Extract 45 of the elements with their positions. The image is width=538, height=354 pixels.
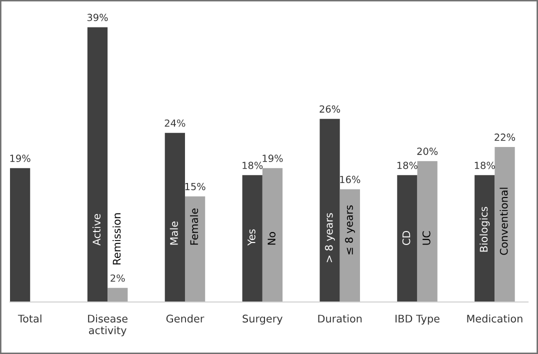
- annotation: CD: [402, 230, 410, 246]
- data-label: 26%: [320, 105, 340, 113]
- annotation: > 8 years: [324, 213, 335, 262]
- annotation: Female: [190, 208, 198, 245]
- bar: [87, 27, 108, 302]
- bar: [164, 132, 185, 302]
- data-label: 22%: [494, 134, 516, 141]
- bar: [474, 175, 495, 302]
- annotation: Yes: [248, 229, 256, 246]
- data-label: 20%: [417, 148, 438, 155]
- data-label: 18%: [242, 162, 263, 170]
- x-tick-label: Gender: [166, 314, 204, 323]
- data-label: 16%: [340, 176, 360, 184]
- bar: [340, 189, 360, 302]
- annotation: Biologics: [480, 206, 490, 252]
- bar: [184, 196, 206, 302]
- bar: [108, 288, 128, 302]
- bar: [10, 168, 30, 302]
- data-label: 39%: [87, 14, 108, 22]
- x-tick-label: Total: [18, 314, 42, 323]
- annotation: UC: [422, 231, 430, 245]
- bar: [320, 118, 340, 302]
- bar: [262, 168, 283, 302]
- bar: [417, 161, 438, 302]
- annotation: No: [268, 232, 276, 245]
- data-label: 19%: [262, 154, 283, 162]
- x-tick-label: Medication: [467, 314, 522, 323]
- data-label: 2%: [110, 274, 125, 282]
- annotation: Male: [170, 222, 178, 245]
- bar: [242, 175, 262, 302]
- data-label: 19%: [10, 154, 30, 162]
- data-label: 18%: [397, 162, 418, 170]
- bar: [397, 175, 418, 302]
- bar: [494, 147, 515, 302]
- data-label: 15%: [185, 182, 206, 190]
- data-label: 18%: [474, 162, 495, 170]
- annotation: Conventional: [500, 188, 508, 255]
- annotation: Active: [92, 214, 101, 246]
- x-tick-label: Disease activity: [88, 314, 128, 336]
- x-tick-label: Duration: [318, 314, 362, 323]
- annotation: Remission: [112, 213, 121, 264]
- data-label: 24%: [164, 119, 186, 127]
- x-tick-label: Surgery: [242, 314, 282, 325]
- annotation: ≤ 8 years: [345, 205, 355, 254]
- x-tick-label: IBD Type: [396, 314, 440, 325]
